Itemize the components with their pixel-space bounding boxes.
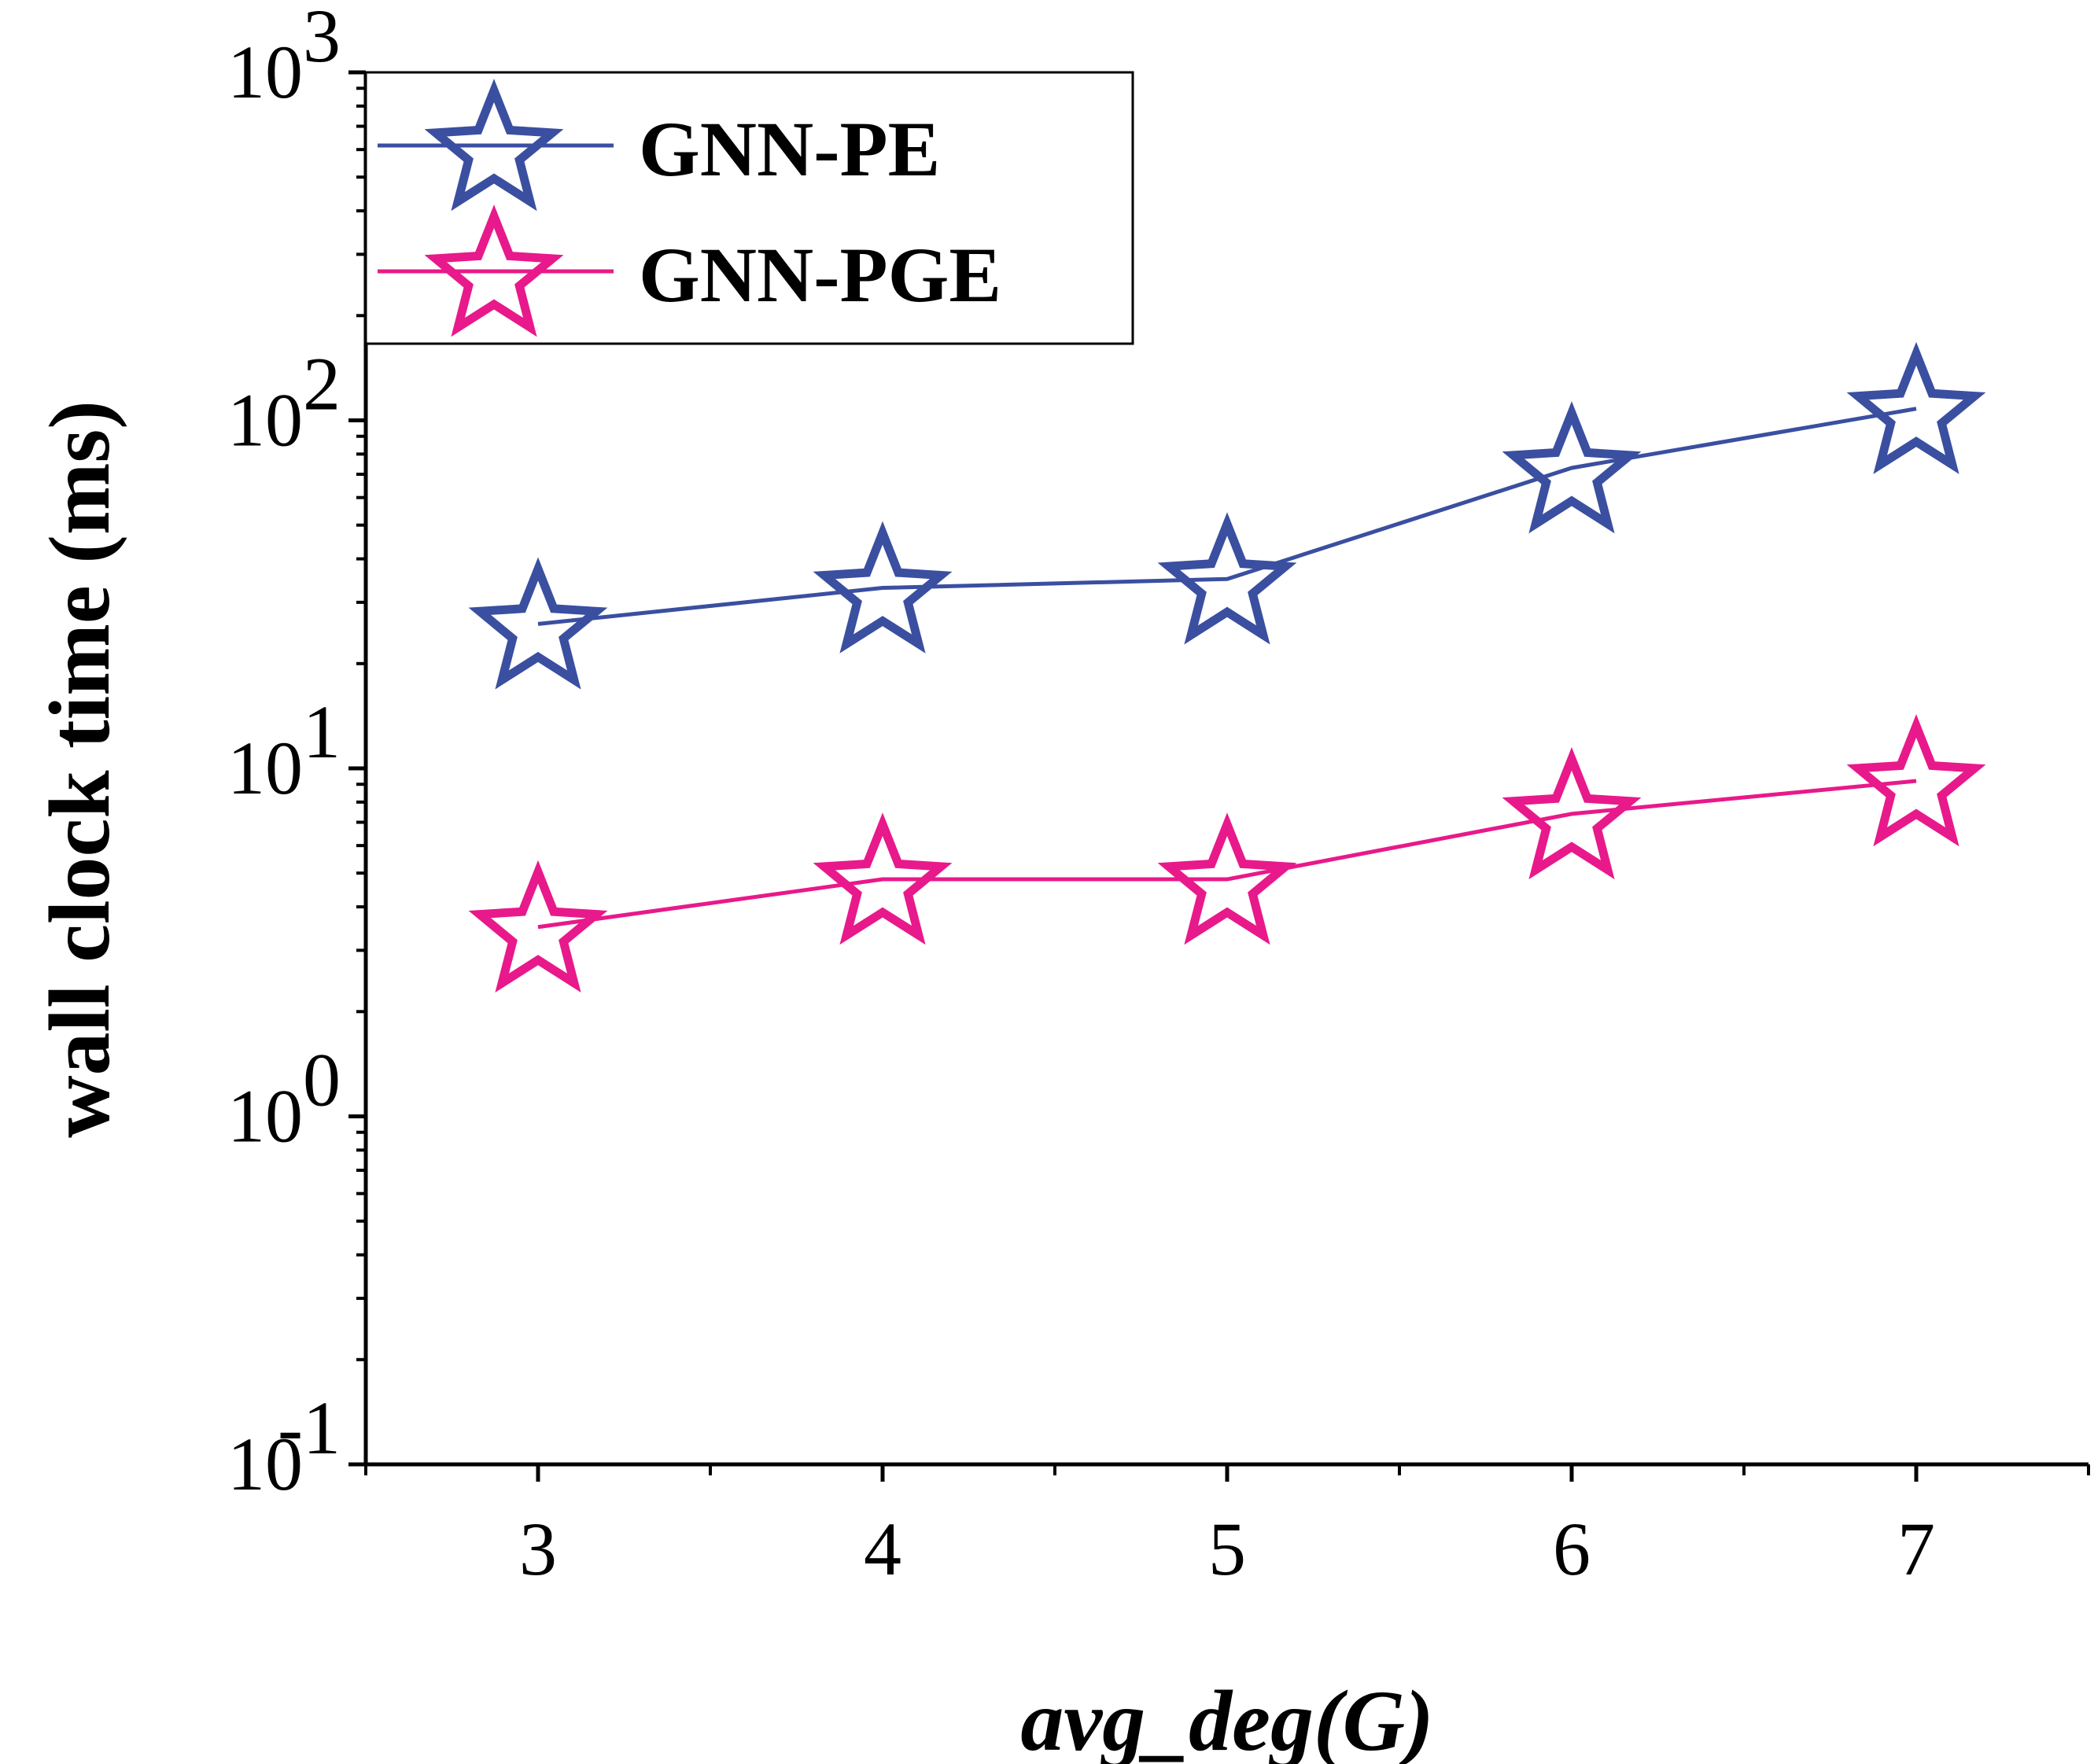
- y-tick-exponent: 1: [303, 690, 341, 774]
- data-point-0-2: [1157, 512, 1297, 645]
- y-tick-label: 10: [227, 726, 303, 810]
- data-point-0-1: [813, 521, 953, 654]
- y-tick-label: 10: [227, 378, 303, 462]
- y-tick-label: 10: [227, 1074, 303, 1158]
- x-tick-label: 7: [1897, 1507, 1935, 1591]
- data-point-1-2: [1157, 812, 1297, 945]
- legend-label-1: GNN-PGE: [639, 231, 1001, 319]
- y-tick-label: 10: [227, 30, 303, 114]
- x-axis: 3 4 5 6 7: [364, 1464, 2090, 1591]
- legend-label-0: GNN-PE: [639, 105, 940, 193]
- data-point-1-3: [1502, 746, 1642, 880]
- x-tick-label: 3: [519, 1507, 557, 1591]
- x-axis-title: avg_deg(G): [1020, 1673, 1433, 1764]
- data-point-1-0: [468, 860, 608, 993]
- data-point-0-0: [468, 557, 608, 690]
- y-tick-label: 10: [227, 1422, 303, 1506]
- series-line-0: [537, 407, 1917, 626]
- y-tick-exponent: 0: [303, 1038, 341, 1122]
- y-tick-exponent: 3: [303, 0, 341, 78]
- y-tick-exponent: 2: [303, 342, 341, 426]
- data-point-0-3: [1502, 401, 1642, 534]
- data-point-1-1: [813, 812, 953, 945]
- data-point-1-4: [1846, 714, 1986, 847]
- series-layer: [468, 341, 1986, 993]
- x-tick-label: 4: [864, 1507, 901, 1591]
- y-axis-title: wall clock time (ms): [31, 400, 127, 1138]
- x-tick-label: 5: [1208, 1507, 1246, 1591]
- legend: GNN-PE GNN-PGE: [364, 71, 1134, 345]
- series-line-1: [537, 779, 1917, 930]
- legend-marker-1: [424, 204, 564, 337]
- y-tick-exponent: -1: [278, 1386, 341, 1470]
- x-tick-label: 6: [1553, 1507, 1591, 1591]
- legend-marker-0: [424, 79, 564, 212]
- data-point-0-4: [1846, 341, 1986, 474]
